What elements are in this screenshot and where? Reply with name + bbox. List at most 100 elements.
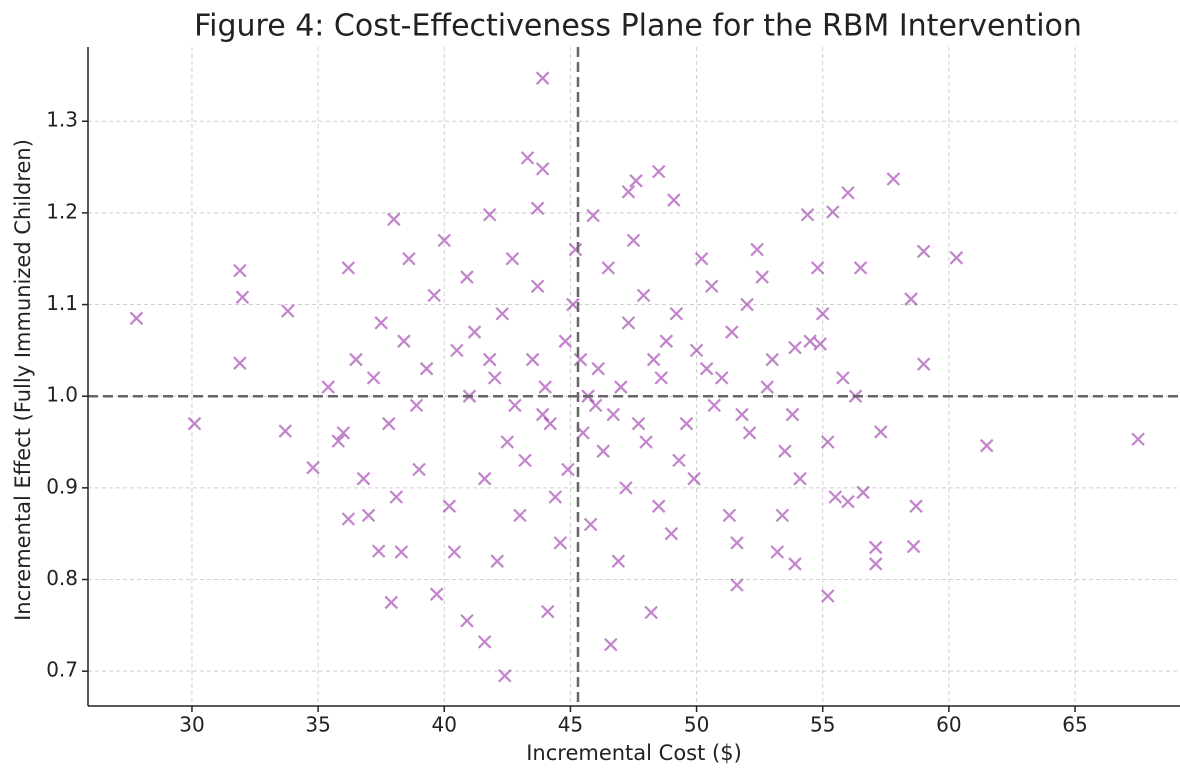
y-tick-label: 0.7 [46,658,78,682]
point [639,435,653,449]
point [694,251,709,266]
point [636,288,651,303]
point [765,352,780,367]
point [621,185,636,199]
point [611,554,626,568]
y-tick-label: 1.0 [46,383,78,407]
point [412,462,426,477]
x-tick-label: 35 [305,713,330,737]
point [366,371,381,385]
point [389,490,404,504]
point [505,251,520,266]
point [374,316,388,330]
point [646,352,661,367]
point [679,416,694,431]
point [868,557,883,571]
point [543,416,558,431]
point [467,325,482,339]
point [235,290,250,304]
point [735,407,749,422]
point [356,471,371,486]
y-axis-label: Incremental Effect (Fully Immunized Chil… [11,139,35,621]
y-tick-label: 1.3 [46,108,78,132]
point [868,540,883,555]
point [909,499,923,513]
point [672,453,686,468]
point [548,490,563,504]
point [820,435,835,449]
point [979,438,994,453]
point [606,407,621,422]
point [629,174,643,188]
point [535,71,550,85]
point [730,536,744,550]
point [321,380,335,394]
point [619,481,633,495]
point [828,490,843,504]
point [558,334,573,348]
point [409,398,424,413]
point [540,604,555,619]
x-tick-label: 55 [810,713,835,737]
point [361,508,376,523]
point [596,444,610,458]
point [689,343,704,358]
x-tick-label: 40 [432,713,457,737]
point [886,172,901,186]
point [520,151,535,165]
point [477,471,492,486]
point [482,352,497,367]
point [402,251,416,266]
point [583,517,598,532]
point [508,398,522,413]
point [651,499,666,513]
point [770,545,785,559]
point [460,613,474,628]
point [793,471,807,486]
point [778,444,792,458]
point [187,416,202,431]
point [651,164,666,179]
point [525,352,540,367]
x-tick-label: 30 [179,713,204,737]
point [341,261,356,275]
point [530,201,545,216]
x-axis-label: Incremental Cost ($) [526,741,742,765]
point [306,460,320,475]
point [644,605,658,620]
point [535,407,550,422]
point [813,337,827,351]
point [856,485,870,500]
y-tick-label: 1.2 [46,199,78,223]
point [538,380,552,394]
point [233,356,247,370]
point [810,261,825,275]
point [387,212,401,227]
point [437,233,452,248]
point [535,162,550,176]
point [530,279,545,293]
point [477,635,492,649]
point [815,306,830,321]
point [836,371,850,385]
point [586,208,600,223]
point [669,306,684,321]
point [371,544,386,558]
point [664,526,679,541]
point [707,398,722,413]
y-tick-label: 0.8 [46,566,78,590]
point [800,207,815,222]
x-tick-label: 45 [558,713,583,737]
point [760,380,774,394]
point [1131,432,1145,447]
point [601,261,616,275]
point [725,325,739,339]
y-tick-label: 0.9 [46,474,78,498]
point [730,578,744,592]
point [820,589,835,603]
point [447,545,462,559]
point [482,207,497,222]
point [394,545,409,559]
point [397,334,411,348]
